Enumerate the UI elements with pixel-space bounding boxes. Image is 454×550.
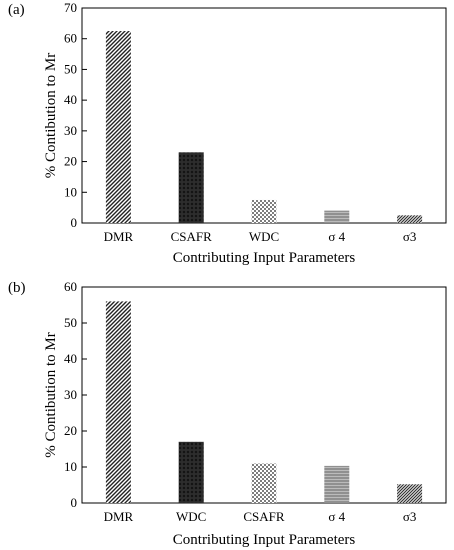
bar bbox=[178, 152, 204, 223]
x-tick-label: DMR bbox=[104, 509, 134, 524]
chart-panel-b: (b) 0 10 20 30 40 50 60 DMR WDC CSAFR σ 4 σ3 Contribu… bbox=[8, 279, 447, 548]
x-tick-label: σ 4 bbox=[328, 509, 345, 524]
y-tick-label: 60 bbox=[64, 279, 77, 294]
y-tick-label: 0 bbox=[71, 495, 78, 510]
y-tick-label: 70 bbox=[64, 0, 77, 15]
y-tick-label: 50 bbox=[64, 315, 77, 330]
y-tick-label: 20 bbox=[64, 423, 77, 438]
x-tick-label: WDC bbox=[176, 509, 206, 524]
chart-panel-a: (a) 0 10 20 30 40 50 60 70 DMR CSAFR WDC σ 4 σ3 Contri… bbox=[8, 0, 447, 266]
bar bbox=[397, 215, 423, 223]
x-axis-label: Contributing Input Parameters bbox=[173, 250, 356, 266]
bar bbox=[251, 463, 277, 503]
x-tick-label: DMR bbox=[104, 229, 134, 244]
x-tick-label: σ3 bbox=[403, 509, 417, 524]
bar bbox=[324, 210, 350, 223]
y-tick-label: 10 bbox=[64, 459, 77, 474]
bar bbox=[397, 484, 423, 503]
x-tick-label: σ3 bbox=[403, 229, 417, 244]
x-axis-label: Contributing Input Parameters bbox=[173, 532, 356, 548]
bar bbox=[178, 441, 204, 503]
bar bbox=[324, 465, 350, 503]
bar bbox=[105, 301, 131, 503]
y-axis-label: % Contibution to Mr bbox=[43, 53, 59, 178]
y-tick-label: 20 bbox=[64, 154, 77, 169]
panel-label: (a) bbox=[8, 2, 25, 18]
y-tick-label: 30 bbox=[64, 387, 77, 402]
y-tick-label: 40 bbox=[64, 351, 77, 366]
y-tick-label: 50 bbox=[64, 61, 77, 76]
x-tick-label: WDC bbox=[249, 229, 279, 244]
y-tick-label: 40 bbox=[64, 92, 77, 107]
y-axis-label: % Contibution to Mr bbox=[43, 332, 59, 457]
x-tick-label: σ 4 bbox=[328, 229, 345, 244]
y-tick-label: 60 bbox=[64, 31, 77, 46]
bar bbox=[251, 199, 277, 223]
y-tick-label: 10 bbox=[64, 184, 77, 199]
x-tick-label: CSAFR bbox=[171, 229, 213, 244]
panel-label: (b) bbox=[8, 280, 26, 296]
x-tick-label: CSAFR bbox=[243, 509, 285, 524]
y-tick-label: 30 bbox=[64, 123, 77, 138]
plot-frame bbox=[81, 7, 447, 224]
y-tick-label: 0 bbox=[71, 215, 78, 230]
bar bbox=[105, 31, 131, 223]
